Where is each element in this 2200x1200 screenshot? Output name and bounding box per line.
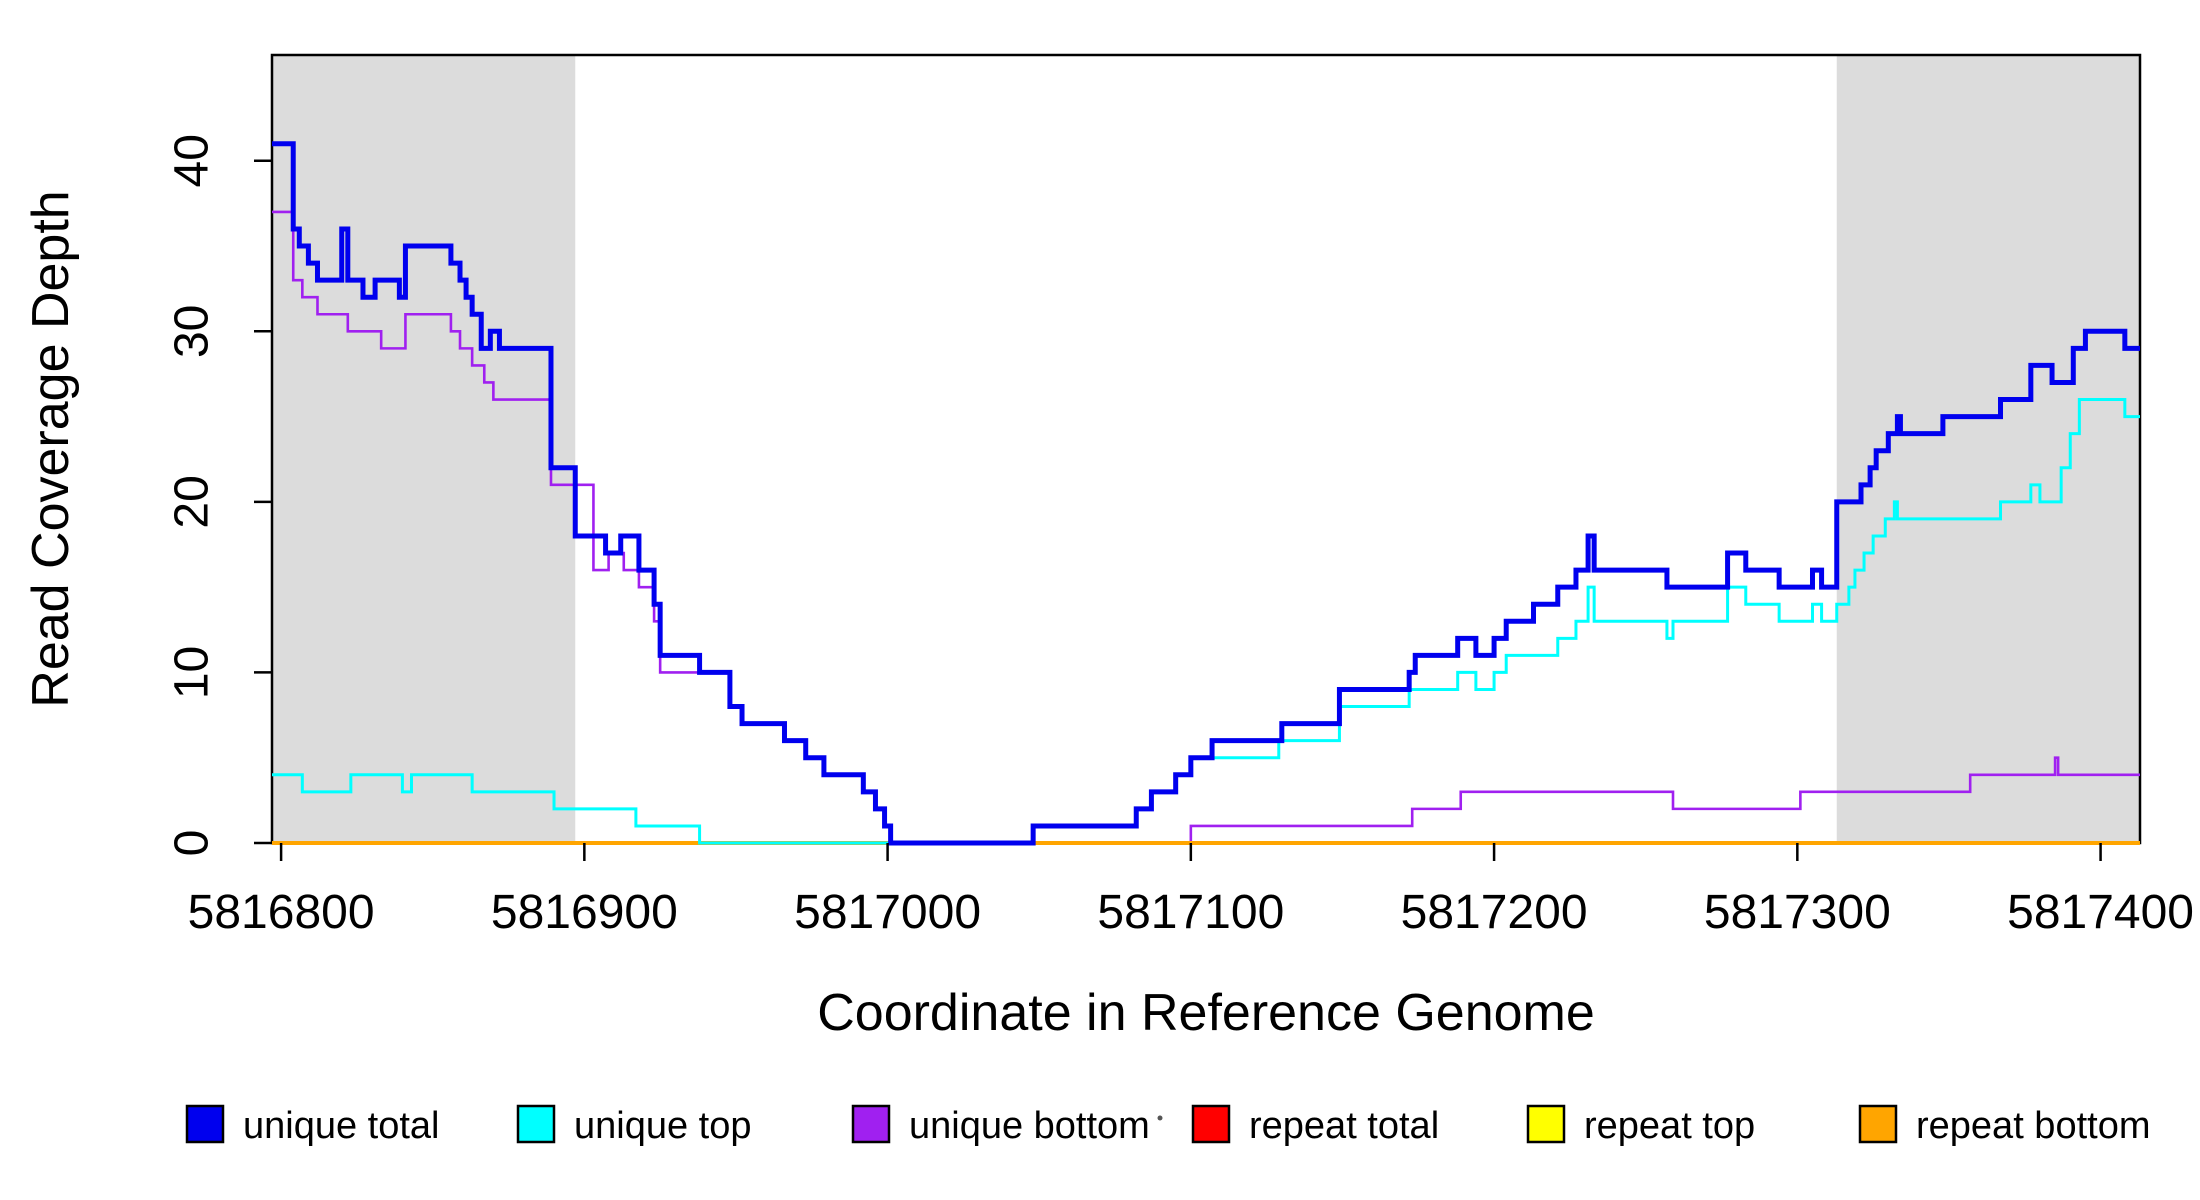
- legend-label: repeat total: [1249, 1105, 1439, 1147]
- shaded-region: [272, 55, 576, 843]
- y-tick-label: 40: [166, 134, 219, 187]
- x-tick-label: 5817300: [1704, 886, 1891, 939]
- y-tick-label: 20: [166, 475, 219, 528]
- legend-swatch-unique-bottom: [851, 1104, 891, 1144]
- legend-swatch-repeat-bottom: [1858, 1104, 1898, 1144]
- legend-item-repeat-bottom: repeat bottom: [1858, 1104, 2150, 1147]
- series-line-unique-top: [272, 398, 2140, 845]
- legend-swatch-repeat-total: [1191, 1104, 1231, 1144]
- stray-dot-artifact: [1157, 1115, 1163, 1121]
- legend-label: repeat top: [1584, 1105, 1755, 1147]
- x-tick-label: 5817000: [794, 886, 981, 939]
- legend-swatch-unique-top: [516, 1104, 556, 1144]
- legend-item-repeat-top: repeat top: [1526, 1104, 1755, 1147]
- x-tick-label: 5817400: [2007, 886, 2194, 939]
- x-tick-label: 5816800: [188, 886, 375, 939]
- legend-item-unique-bottom: unique bottom: [851, 1104, 1150, 1147]
- x-tick-label: 5816900: [491, 886, 678, 939]
- legend-label: unique top: [574, 1105, 752, 1147]
- legend-item-unique-top: unique top: [516, 1104, 752, 1147]
- x-tick-label: 5817200: [1401, 886, 1588, 939]
- shaded-regions-layer: [272, 55, 2140, 843]
- x-tick-label: 5817100: [1097, 886, 1284, 939]
- legend-label: repeat bottom: [1916, 1105, 2150, 1147]
- y-tick-label: 10: [166, 646, 219, 699]
- legend-label: unique bottom: [909, 1105, 1150, 1147]
- legend-label: unique total: [243, 1105, 440, 1147]
- legend-item-repeat-total: repeat total: [1191, 1104, 1439, 1147]
- legend: unique total unique top unique bottom repea…: [185, 1104, 2150, 1147]
- legend-swatch-repeat-top: [1526, 1104, 1566, 1144]
- legend-swatch-unique-total: [185, 1104, 225, 1144]
- y-tick-label: 0: [166, 830, 219, 857]
- y-axis-title: Read Coverage Depth: [22, 190, 80, 707]
- axes-layer: 5816800 5816900 5817000 5817100 5817200 58173…: [166, 134, 2195, 939]
- x-axis-title: Coordinate in Reference Genome: [817, 984, 1595, 1042]
- legend-item-unique-total: unique total: [185, 1104, 440, 1147]
- y-tick-label: 30: [166, 305, 219, 358]
- series-line-unique-total: [272, 141, 2140, 846]
